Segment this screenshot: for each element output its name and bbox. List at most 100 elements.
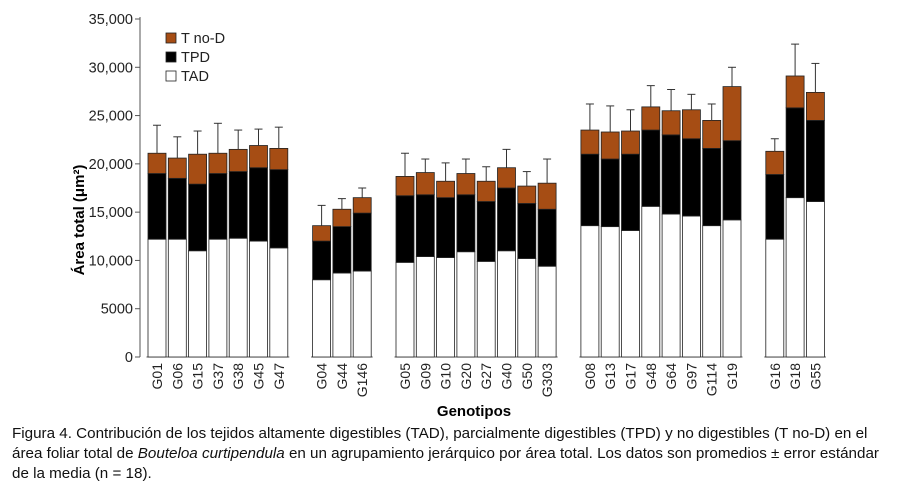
bar-tad-g50 [517,258,537,358]
legend-label: TPD [181,50,210,66]
bar-t-no-d-g146 [352,197,372,214]
bar-tad-g48 [641,205,661,358]
x-tick-label: G40 [499,363,515,390]
bar-t-no-d-g15 [188,153,208,185]
y-tick-label: 0 [125,350,133,366]
bar-tpd-g146 [352,212,372,272]
bar-t-no-d-g06 [167,157,187,179]
bar-t-no-d-g50 [517,185,537,204]
legend-swatch-tpd [165,51,177,63]
bar-tad-g19 [722,219,742,358]
bar-tad-g55 [806,201,825,358]
bar-tpd-g19 [722,140,742,221]
bar-tad-g09 [415,256,435,358]
x-tick-label: G303 [539,363,555,397]
bar-t-no-d-g48 [641,106,661,131]
bar-tpd-g04 [312,240,332,281]
bar-tad-g114 [702,225,722,358]
legend-label: T no-D [181,31,225,47]
bar-tad-g16 [765,238,785,358]
x-tick-label: G17 [623,363,639,390]
x-tick-label: G04 [314,363,330,390]
bar-t-no-d-g17 [621,130,640,155]
bar-tpd-g303 [537,208,557,267]
x-tick-label: G13 [602,363,618,390]
x-tick-label: G18 [787,363,803,390]
bar-tad-g146 [352,270,372,358]
bar-tad-g97 [682,215,701,358]
bar-tpd-g13 [600,158,620,228]
stacked-bar-chart: 0 5000 10,000 15,000 20,000 25,000 30,000 35,00… [71,12,826,420]
bar-tpd-g97 [682,138,701,217]
bar-tad-g10 [436,257,456,358]
bar-tpd-g50 [517,203,537,259]
bar-tad-g05 [395,261,415,358]
bar-tad-g64 [661,213,681,358]
x-tick-label: G47 [271,363,287,390]
x-tick-label: G146 [354,363,370,397]
x-tick-label: G55 [807,363,823,390]
bar-tad-g40 [497,250,516,358]
bar-tad-g37 [208,238,228,358]
x-tick-label: G01 [149,363,165,390]
bar-t-no-d-g40 [497,167,516,189]
bar-t-no-d-g37 [208,152,228,174]
legend: T no-D TPD TAD [165,31,225,85]
x-tick-label: G50 [519,363,535,390]
x-tick-label: G05 [397,363,413,390]
y-tick-label: 20,000 [89,157,133,173]
bar-t-no-d-g38 [228,148,248,172]
bar-tpd-g08 [580,153,600,227]
y-tick-label: 25,000 [89,109,133,125]
x-tick-label: G37 [210,363,226,390]
x-tick-label: G16 [767,363,783,390]
bar-t-no-d-g64 [661,110,681,136]
bar-tad-g13 [600,226,620,358]
bar-tad-g18 [785,197,805,358]
bar-tad-g45 [249,240,268,358]
bar-tpd-g01 [147,173,167,240]
y-tick-label: 35,000 [89,12,133,28]
bar-tad-g08 [580,225,600,358]
error-bars [153,43,820,226]
bar-tpd-g15 [188,183,208,252]
bar-tpd-g48 [641,129,661,207]
bar-t-no-d-g10 [436,180,456,199]
legend-swatch-tad [165,70,177,82]
bar-tpd-g45 [249,167,268,242]
bar-tad-g15 [188,250,208,358]
x-tick-label: G45 [251,363,267,390]
x-tick-label: G08 [582,363,598,390]
bar-t-no-d-g114 [702,120,722,149]
x-tick-label: G48 [643,363,659,390]
bar-tad-g47 [269,247,289,358]
x-tick-label: G114 [704,363,720,396]
bar-t-no-d-g09 [415,172,435,196]
bar-t-no-d-g01 [147,152,167,174]
bar-tad-g27 [476,260,496,358]
figure-caption: Figura 4. Contribución de los tejidos al… [12,424,892,484]
bar-t-no-d-g18 [785,75,805,109]
y-tick-label: 30,000 [89,60,133,76]
bars [147,75,825,358]
bar-t-no-d-g45 [249,145,268,169]
x-tick-label: G38 [230,363,246,390]
bar-tad-g01 [147,238,167,358]
x-axis-label: Genotipos [437,403,511,420]
bar-t-no-d-g97 [682,109,701,140]
bar-t-no-d-g13 [600,131,620,160]
legend-swatch-t-no-d [165,32,177,44]
y-axis-label: Área total (μm²) [71,165,88,276]
bar-t-no-d-g08 [580,129,600,155]
legend-label: TAD [181,69,209,85]
bar-tpd-g47 [269,169,289,249]
x-tick-label: G20 [458,363,474,390]
x-tick-label: G09 [417,363,433,390]
bar-tpd-g17 [621,153,640,231]
bar-tad-g20 [456,251,476,358]
bar-tad-g38 [228,237,248,358]
bar-tad-g17 [621,230,640,358]
bar-tpd-g114 [702,148,722,227]
bar-tpd-g40 [497,187,516,252]
bar-t-no-d-g27 [476,180,496,202]
